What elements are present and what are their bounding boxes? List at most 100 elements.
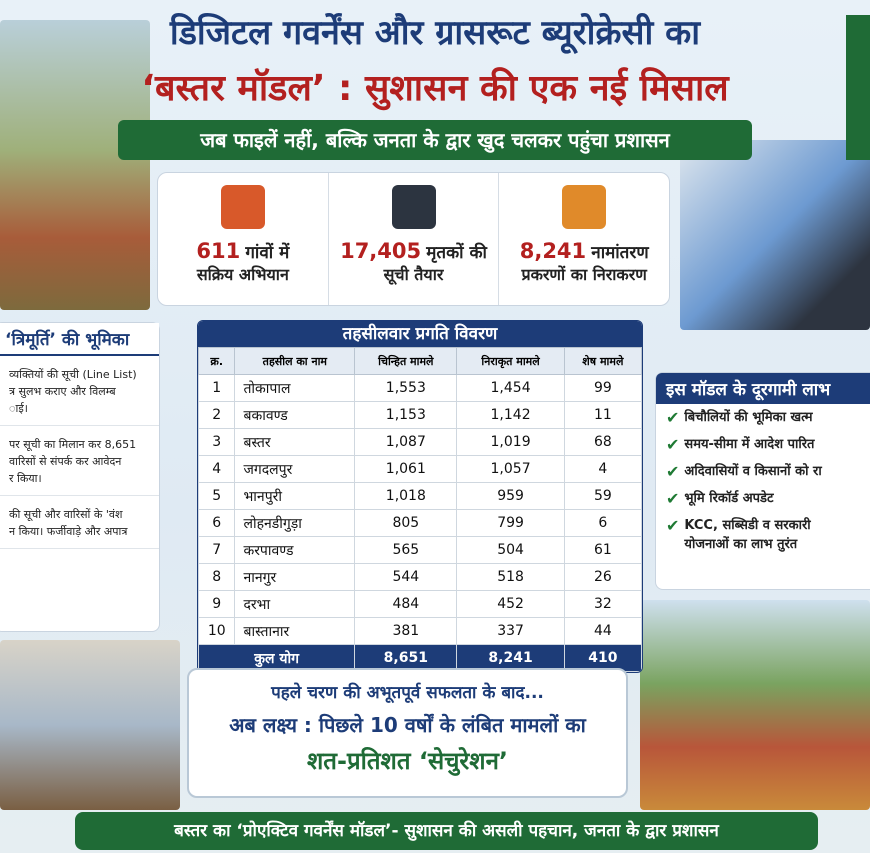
table-row: 10 बास्तानार 381 337 44 xyxy=(198,617,642,645)
column-header: शेष मामले xyxy=(563,347,642,375)
table-cell: 9 xyxy=(198,590,236,618)
footer-banner: बस्तर का ‘प्रोएक्टिव गवर्नेंस मॉडल’- सुश… xyxy=(75,812,818,850)
table-cell: 1,061 xyxy=(354,455,458,483)
table-cell: 518 xyxy=(456,563,565,591)
table-row: 1 तोकापाल 1,553 1,454 99 xyxy=(198,374,642,402)
benefit-item: ✔ अदिवासियों व किसानों को रा xyxy=(656,458,870,485)
stat-icon xyxy=(562,185,607,229)
table-cell: जगदलपुर xyxy=(234,455,356,483)
stat: 17,405 मृतकों की सूची तैयार xyxy=(329,173,500,305)
benefit-item: ✔ बिचौलियों की भूमिका खत्म xyxy=(656,404,870,431)
stat: 8,241 नामांतरण प्रकरणों का निराकरण xyxy=(499,173,669,305)
table-cell: 1,454 xyxy=(456,374,565,402)
stat-number: 8,241 xyxy=(519,239,587,263)
benefit-text: बिचौलियों की भूमिका खत्म xyxy=(684,408,812,427)
table-cell: 59 xyxy=(563,482,642,510)
table-cell: 6 xyxy=(563,509,642,537)
paragraph: पर सूची का मिलान कर 8,651 वारिसों से संपर… xyxy=(0,426,159,496)
benefit-text: भूमि रिकॉर्ड अपडेट xyxy=(684,489,773,508)
table-cell: 7 xyxy=(198,536,236,564)
table-cell: 799 xyxy=(456,509,565,537)
column-header: निराकृत मामले xyxy=(456,347,565,375)
table-cell: बकावण्ड xyxy=(234,401,356,429)
header-row: क्र. तहसील का नाम चिन्हित मामले निराकृत माम… xyxy=(198,347,642,375)
table-row: 2 बकावण्ड 1,153 1,142 11 xyxy=(198,401,642,429)
total-row: कुल योग 8,651 8,241 410 xyxy=(198,644,642,672)
table-cell: 381 xyxy=(354,617,458,645)
table-row: 6 लोहनडीगुड़ा 805 799 6 xyxy=(198,509,642,537)
benefit-item: ✔ भूमि रिकॉर्ड अपडेट xyxy=(656,485,870,512)
table-cell: 8 xyxy=(198,563,236,591)
table-body: 1 तोकापाल 1,553 1,454 99 2 बकावण्ड 1,153 1,142 11… xyxy=(198,374,642,672)
subtitle-banner: जब फाइलें नहीं, बल्कि जनता के द्वार खुद … xyxy=(118,120,752,160)
table-title: तहसीलवार प्रगति विवरण xyxy=(198,321,642,347)
stat-text: नामांतरण xyxy=(591,243,649,263)
stat-text: गांवों में xyxy=(245,243,290,263)
table-cell: 5 xyxy=(198,482,236,510)
goal-box: पहले चरण की अभूतपूर्व सफलता के बाद... अब… xyxy=(187,668,628,798)
office-photo xyxy=(680,140,870,330)
table-cell: तोकापाल xyxy=(234,374,356,402)
goal-line2: अब लक्ष्य : पिछले 10 वर्षों के लंबित माम… xyxy=(229,713,586,737)
table-cell: 4 xyxy=(198,455,236,483)
paragraph-line: र किया। xyxy=(9,472,42,485)
total-cell: 8,651 xyxy=(354,644,458,672)
column-header: तहसील का नाम xyxy=(234,347,356,375)
title-line2: ‘बस्तर मॉडल’ : सुशासन की एक नई मिसाल xyxy=(141,68,729,109)
benefit-text: समय-सीमा में आदेश पारित xyxy=(684,435,814,454)
table-cell: 26 xyxy=(563,563,642,591)
paragraph-line: न किया। फर्जीवाड़े और अपात्र xyxy=(9,525,128,538)
table-cell: भानपुरी xyxy=(234,482,356,510)
table-cell: 1 xyxy=(198,374,236,402)
stat-icon xyxy=(220,185,265,229)
table-cell: 4 xyxy=(563,455,642,483)
column-header: क्र. xyxy=(198,347,236,375)
stat-line1: 611 गांवों में xyxy=(158,239,328,263)
benefit-line: KCC, सब्सिडी व सरकारी xyxy=(684,518,811,533)
table-cell: लोहनडीगुड़ा xyxy=(234,509,356,537)
benefit-line: समय-सीमा में आदेश पारित xyxy=(684,437,815,452)
check-icon: ✔ xyxy=(666,408,680,427)
villagers-photo xyxy=(640,600,870,810)
table-cell: करपावण्ड xyxy=(234,536,356,564)
table-cell: 6 xyxy=(198,509,236,537)
total-cell: 410 xyxy=(563,644,642,672)
table-cell: 565 xyxy=(354,536,458,564)
table-cell: 1,153 xyxy=(354,401,458,429)
table-cell: 68 xyxy=(563,428,642,456)
stat-icon xyxy=(391,185,436,229)
table-cell: 1,553 xyxy=(354,374,458,402)
benefit-item: ✔ KCC, सब्सिडी व सरकारी योजनाओं का लाभ तुर… xyxy=(656,512,870,558)
check-icon: ✔ xyxy=(666,462,680,481)
stat-line1: 17,405 मृतकों की xyxy=(329,239,499,263)
paragraph-line: पर सूची का मिलान कर 8,651 xyxy=(9,438,137,451)
table-cell: 452 xyxy=(456,590,565,618)
table-cell: दरभा xyxy=(234,590,356,618)
table-cell: 959 xyxy=(456,482,565,510)
table-cell: 1,142 xyxy=(456,401,565,429)
paragraph-line: की सूची और वारिसों के 'वंश xyxy=(9,508,123,521)
benefit-line: अदिवासियों व किसानों को रा xyxy=(684,464,822,479)
table-cell: बास्तानार xyxy=(234,617,356,645)
benefit-text: KCC, सब्सिडी व सरकारी योजनाओं का लाभ तुरं… xyxy=(684,516,810,554)
table-row: 3 बस्तर 1,087 1,019 68 xyxy=(198,428,642,456)
table-cell: नानगुर xyxy=(234,563,356,591)
paragraph-line: ाई। xyxy=(9,402,28,415)
stat-number: 17,405 xyxy=(340,239,422,263)
paragraph: व्यक्तियों की सूची (Line List) त्र सुलभ क… xyxy=(0,356,159,426)
table-cell: 544 xyxy=(354,563,458,591)
paragraph-line: व्यक्तियों की सूची (Line List) xyxy=(9,368,137,381)
table-cell: 10 xyxy=(198,617,236,645)
stat-line2: सक्रिय अभियान xyxy=(196,265,289,284)
stat-line2: प्रकरणों का निराकरण xyxy=(521,265,647,284)
total-cell: कुल योग xyxy=(198,644,356,672)
table-cell: 1,087 xyxy=(354,428,458,456)
paragraph-line: त्र सुलभ कराए और विलम्ब xyxy=(9,385,116,398)
goal-line1: पहले चरण की अभूतपूर्व सफलता के बाद... xyxy=(271,683,544,703)
table-cell: 44 xyxy=(563,617,642,645)
table-cell: 484 xyxy=(354,590,458,618)
benefit-text: अदिवासियों व किसानों को रा xyxy=(684,462,821,481)
table-row: 8 नानगुर 544 518 26 xyxy=(198,563,642,591)
stat: 611 गांवों में सक्रिय अभियान xyxy=(158,173,329,305)
paragraph-line: वारिसों से संपर्क कर आवेदन xyxy=(9,455,122,468)
